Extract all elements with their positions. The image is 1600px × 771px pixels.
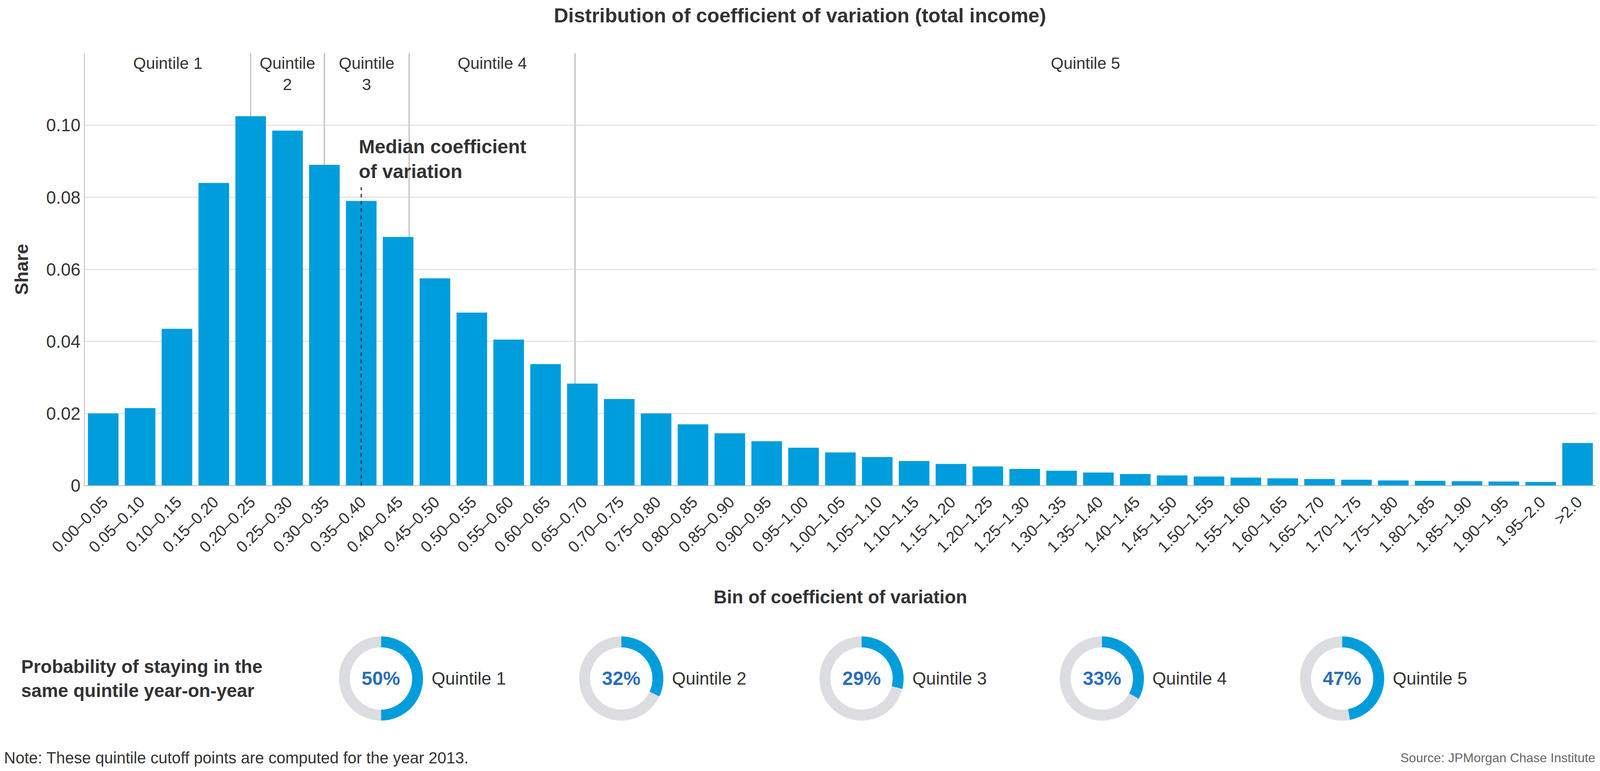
svg-text:1.60–1.65: 1.60–1.65	[1228, 492, 1291, 556]
svg-text:0.55–0.60: 0.55–0.60	[454, 492, 517, 556]
svg-text:0.50–0.55: 0.50–0.55	[416, 492, 480, 556]
svg-text:0.80–0.85: 0.80–0.85	[638, 492, 701, 556]
svg-text:0.08: 0.08	[46, 187, 81, 208]
svg-text:1.10–1.15: 1.10–1.15	[859, 492, 922, 556]
svg-text:Quintile 2: Quintile 2	[672, 668, 747, 688]
svg-text:Quintile 4: Quintile 4	[457, 54, 527, 73]
svg-text:Distribution of coefficient of: Distribution of coefficient of variation…	[554, 4, 1047, 27]
svg-text:0.15–0.20: 0.15–0.20	[158, 492, 222, 556]
svg-text:0.75–0.80: 0.75–0.80	[601, 492, 664, 556]
svg-text:Quintile2: Quintile2	[259, 54, 316, 94]
svg-text:1.45–1.50: 1.45–1.50	[1117, 492, 1180, 556]
svg-text:1.05–1.10: 1.05–1.10	[822, 492, 886, 556]
svg-text:Quintile 5: Quintile 5	[1050, 54, 1120, 73]
svg-text:1.00–1.05: 1.00–1.05	[785, 492, 849, 556]
svg-text:1.65–1.70: 1.65–1.70	[1264, 492, 1328, 556]
svg-text:47%: 47%	[1322, 667, 1362, 689]
svg-text:Quintile 3: Quintile 3	[912, 668, 987, 688]
svg-text:1.20–1.25: 1.20–1.25	[932, 492, 996, 556]
svg-text:0.85–0.90: 0.85–0.90	[674, 492, 738, 556]
svg-text:0.02: 0.02	[46, 403, 81, 424]
svg-text:0.04: 0.04	[46, 331, 81, 352]
svg-text:1.75–1.80: 1.75–1.80	[1338, 492, 1402, 556]
svg-text:Quintile 4: Quintile 4	[1152, 668, 1227, 688]
svg-text:0.30–0.35: 0.30–0.35	[269, 492, 333, 556]
svg-text:1.85–1.90: 1.85–1.90	[1412, 492, 1475, 556]
svg-text:0.00–0.05: 0.00–0.05	[48, 492, 112, 556]
svg-text:1.80–1.85: 1.80–1.85	[1375, 492, 1438, 556]
svg-text:1.35–1.40: 1.35–1.40	[1043, 492, 1107, 556]
svg-text:0.20–0.25: 0.20–0.25	[196, 492, 259, 556]
svg-text:1.95–2.0: 1.95–2.0	[1492, 492, 1549, 550]
svg-text:33%: 33%	[1082, 667, 1122, 689]
svg-text:1.30–1.35: 1.30–1.35	[1006, 492, 1070, 556]
svg-text:1.50–1.55: 1.50–1.55	[1154, 492, 1217, 556]
svg-text:0.65–0.70: 0.65–0.70	[527, 492, 591, 556]
svg-text:1.90–1.95: 1.90–1.95	[1448, 492, 1512, 556]
svg-text:Median coefficientof variation: Median coefficientof variation	[358, 136, 527, 182]
svg-text:Quintile 5: Quintile 5	[1392, 668, 1468, 688]
svg-text:0.40–0.45: 0.40–0.45	[343, 492, 406, 556]
svg-text:Quintile3: Quintile3	[338, 54, 395, 94]
svg-text:1.25–1.30: 1.25–1.30	[970, 492, 1033, 556]
svg-text:0.10: 0.10	[46, 115, 81, 135]
svg-text:0.60–0.65: 0.60–0.65	[490, 492, 554, 556]
svg-text:0.45–0.50: 0.45–0.50	[380, 492, 443, 556]
svg-text:32%: 32%	[602, 667, 641, 689]
svg-text:0.70–0.75: 0.70–0.75	[564, 492, 628, 556]
svg-text:1.70–1.75: 1.70–1.75	[1301, 492, 1365, 556]
svg-text:Bin of coefficient of variatio: Bin of coefficient of variation	[713, 586, 968, 608]
svg-text:Probability of staying in thes: Probability of staying in thesame quinti…	[21, 656, 263, 701]
svg-text:0.10–0.15: 0.10–0.15	[122, 492, 185, 556]
svg-text:1.40–1.45: 1.40–1.45	[1080, 492, 1144, 556]
svg-text:0.90–0.95: 0.90–0.95	[712, 492, 775, 556]
svg-text:>2.0: >2.0	[1550, 492, 1586, 528]
svg-text:Quintile 1: Quintile 1	[431, 668, 506, 688]
svg-text:1.55–1.60: 1.55–1.60	[1190, 492, 1254, 556]
svg-text:0.05–0.10: 0.05–0.10	[85, 492, 148, 556]
svg-text:0.06: 0.06	[46, 259, 81, 280]
svg-text:0.95–1.00: 0.95–1.00	[748, 492, 812, 556]
svg-text:Note: These quintile cutoff po: Note: These quintile cutoff points are c…	[4, 748, 469, 767]
svg-text:Source: JPMorgan Chase Institu: Source: JPMorgan Chase Institute	[1400, 750, 1596, 765]
svg-text:0: 0	[70, 475, 81, 496]
svg-text:1.15–1.20: 1.15–1.20	[896, 492, 959, 556]
svg-text:0.35–0.40: 0.35–0.40	[306, 492, 370, 556]
svg-text:29%: 29%	[842, 667, 881, 689]
svg-text:Quintile 1: Quintile 1	[133, 54, 203, 73]
svg-text:0.25–0.30: 0.25–0.30	[232, 492, 296, 556]
svg-text:50%: 50%	[361, 667, 400, 689]
svg-text:Share: Share	[11, 243, 32, 295]
